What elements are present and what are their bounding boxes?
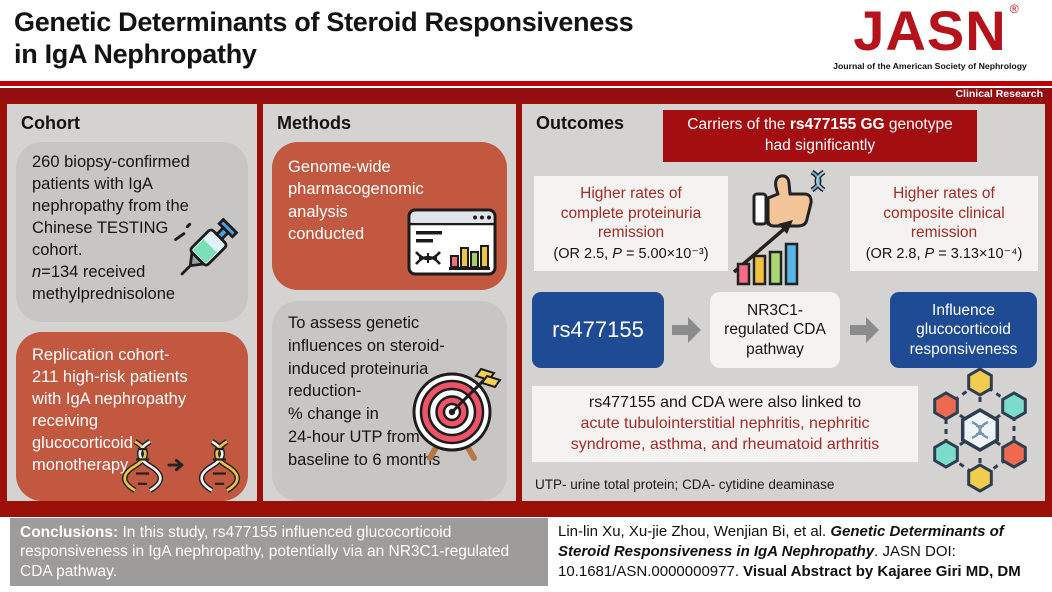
dna-arrow-dna-icon [121, 439, 241, 493]
title-line-1: Genetic Determinants of Steroid Responsi… [14, 7, 634, 37]
linked-line1: rs477155 and CDA were also linked to [588, 394, 862, 411]
page-title: Genetic Determinants of Steroid Responsi… [14, 6, 634, 71]
result-left-text: Higher rates of complete proteinuria rem… [560, 185, 702, 242]
methods-box1-text: Genome-wide pharmacogenomic analysis con… [288, 158, 424, 244]
cohort-box-testing: 260 biopsy-confirmed patients with IgA n… [16, 142, 248, 322]
methods-box-assess: To assess genetic influences on steroid-… [272, 301, 507, 501]
molecule-network-icon [933, 367, 1027, 493]
thumbs-up-trend-chart-icon [732, 169, 826, 286]
journal-logo-block: JASN ® Journal of the American Society of… [824, 0, 1036, 71]
flow-arrow-icon [672, 317, 701, 343]
p-italic: P [612, 246, 622, 263]
cohort-box1-last-line: methylprednisolone [32, 284, 176, 303]
result-right-stat: (OR 2.8, P = 3.13×10⁻⁴) [865, 246, 1023, 263]
citation-doi: . JASN DOI: 10.1681/ASN.0000000977. [558, 542, 956, 580]
result-right-text: Higher rates of composite clinical remis… [883, 185, 1005, 242]
citation-authors: Lin-lin Xu, Xu-jie Zhou, Wenjian Bi, et … [558, 523, 831, 540]
target-dart-icon [412, 367, 502, 461]
flow-node-nr3c1-cda: NR3C1- regulated CDA pathway [710, 292, 840, 368]
conclusions-label: Conclusions: [20, 524, 119, 541]
title-line-2: in IgA Nephropathy [14, 39, 257, 70]
linked-conditions-box: rs477155 and CDA were also linked to acu… [532, 386, 918, 463]
cohort-box1-text: 260 biopsy-confirmed patients with IgA n… [32, 153, 190, 259]
flow-arrow-icon [850, 317, 879, 343]
citation-block: Lin-lin Xu, Xu-jie Zhou, Wenjian Bi, et … [558, 522, 1048, 581]
cohort-box2-text: Replication cohort- 211 high-risk patien… [32, 346, 188, 474]
cohort-box1-n-line: n=134 received [32, 262, 146, 281]
methods-box-gwas: Genome-wide pharmacogenomic analysis con… [272, 142, 507, 290]
methods-box2-text: To assess genetic influences on steroid-… [288, 314, 445, 469]
cohort-panel: Cohort 260 biopsy-confirmed patients wit… [7, 104, 257, 501]
linked-red-lines: acute tubulointerstitial nephritis, neph… [570, 414, 880, 453]
header-divider-rule [0, 81, 1052, 86]
registered-mark: ® [1009, 2, 1020, 16]
citation-credit: Visual Abstract by Kajaree Giri MD, DM [743, 562, 1021, 580]
carriers-line1: Carriers of the rs477155 GG genotype [687, 116, 953, 133]
journal-subtitle: Journal of the American Society of Nephr… [833, 60, 1027, 71]
conclusions-box: Conclusions: In this study, rs477155 inf… [10, 518, 548, 586]
flow-node-influence-responsiveness: Influence glucocorticoid responsiveness [890, 292, 1037, 368]
outcomes-heading: Outcomes [536, 113, 625, 133]
flow-node-rs477155: rs477155 [532, 292, 664, 368]
carriers-line2: had significantly [764, 137, 876, 155]
outcomes-panel: Outcomes Carriers of the rs477155 GG gen… [522, 104, 1045, 501]
methods-heading: Methods [277, 113, 351, 133]
citation-article-title: Genetic Determinants of Steroid Responsi… [558, 523, 1004, 560]
result-proteinuria-remission: Higher rates of complete proteinuria rem… [534, 176, 728, 272]
methods-panel: Methods Genome-wide pharmacogenomic anal… [263, 104, 516, 501]
jasn-logo: JASN ® [853, 0, 1020, 62]
main-red-frame: Cohort 260 biopsy-confirmed patients wit… [0, 101, 1052, 517]
syringe-icon [174, 217, 239, 276]
conclusions-text: In this study, rs477155 influenced gluco… [20, 524, 510, 580]
result-clinical-remission: Higher rates of composite clinical remis… [850, 176, 1038, 272]
rs477155-gg-bold: rs477155 GG [789, 116, 885, 133]
clinical-research-banner: Clinical Research [0, 88, 1052, 101]
abbreviations-footnote: UTP- urine total protein; CDA- cytidine … [535, 477, 835, 492]
cohort-box-replication: Replication cohort- 211 high-risk patien… [16, 332, 248, 501]
p-italic: P [924, 246, 935, 263]
genome-browser-icon [407, 208, 497, 276]
cohort-heading: Cohort [21, 113, 80, 133]
result-left-stat: (OR 2.5, P = 5.00×10⁻³) [553, 246, 709, 263]
carriers-banner: Carriers of the rs477155 GG genotype had… [663, 110, 977, 162]
n-italic: n [32, 262, 42, 281]
